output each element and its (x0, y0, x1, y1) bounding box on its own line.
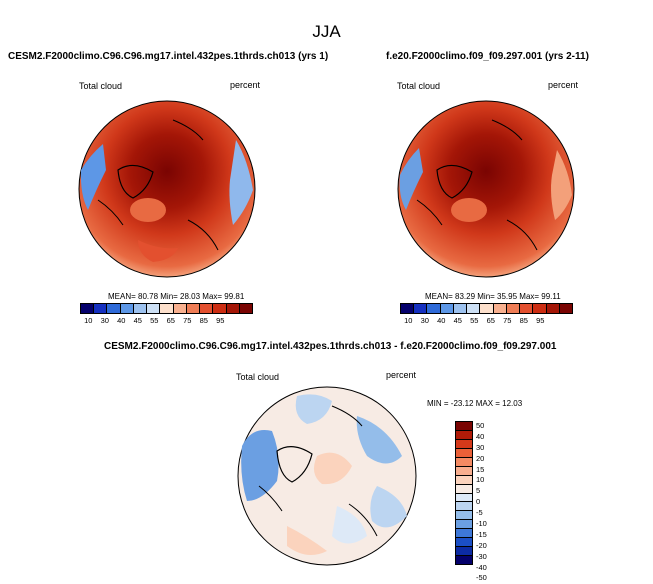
left-colorbar-swatch (120, 304, 134, 313)
left-panel-title: CESM2.F2000climo.C96.C96.mg17.intel.432p… (8, 51, 329, 62)
diff-colorbar-tick-label: 10 (476, 475, 485, 485)
right-colorbar-swatch (506, 304, 521, 313)
diff-colorbar-swatch (456, 547, 472, 557)
right-colorbar-swatch (467, 304, 481, 313)
left-colorbar-swatch (81, 304, 95, 313)
diff-colorbar-tick-label: -5 (476, 508, 483, 518)
right-polar-map (397, 100, 575, 278)
diff-colorbar-swatch (456, 475, 472, 485)
left-colorbar-tick-label: 75 (183, 316, 192, 325)
diff-colorbar-swatch (456, 538, 472, 548)
diff-colorbar-swatch (456, 529, 472, 539)
right-colorbar-tick-label: 85 (519, 316, 528, 325)
left-colorbar-swatch (213, 304, 227, 313)
left-colorbar-swatch (147, 304, 161, 313)
right-colorbar-tick-label: 75 (503, 316, 512, 325)
diff-colorbar-tick-label: -40 (476, 562, 487, 572)
diff-colorbar-tick-label: 0 (476, 497, 481, 507)
right-colorbar-swatch (401, 304, 415, 313)
diff-colorbar-tick-label: 30 (476, 442, 485, 452)
left-colorbar-swatch (186, 304, 201, 313)
right-colorbar-swatch (493, 304, 507, 313)
diff-colorbar-swatch (456, 484, 472, 494)
diff-colorbar-tick-label: -50 (476, 573, 487, 583)
right-colorbar-tick-label: 65 (486, 316, 495, 325)
left-colorbar-tick-label: 10 (84, 316, 93, 325)
left-colorbar (80, 303, 253, 314)
left-colorbar-tick-label: 40 (117, 316, 126, 325)
left-colorbar-swatch (133, 304, 148, 313)
left-variable-label: Total cloud (79, 81, 123, 91)
diff-colorbar-swatch (456, 430, 472, 440)
left-colorbar-tick-label: 65 (166, 316, 175, 325)
diff-colorbar-tick-label: 15 (476, 464, 485, 474)
right-colorbar-tick-label: 45 (453, 316, 462, 325)
right-colorbar-tick-label: 10 (404, 316, 413, 325)
diff-colorbar-swatch (456, 422, 472, 431)
left-colorbar-swatch (239, 304, 253, 313)
left-colorbar-swatch (160, 304, 174, 313)
right-colorbar-tick-label: 55 (470, 316, 479, 325)
right-variable-label: Total cloud (397, 81, 441, 91)
left-colorbar-ticks: 10 30 40 45 55 65 75 85 95 (80, 316, 255, 325)
right-colorbar-swatch (453, 304, 468, 313)
diff-polar-map (237, 386, 417, 566)
diff-colorbar-swatch (456, 520, 472, 530)
diff-colorbar-swatch (456, 556, 472, 564)
right-colorbar-swatch (440, 304, 454, 313)
left-colorbar-tick-label: 30 (100, 316, 109, 325)
left-units-label: percent (230, 80, 261, 90)
right-colorbar-swatch (414, 304, 428, 313)
right-colorbar-swatch (533, 304, 547, 313)
left-colorbar-swatch (173, 304, 187, 313)
right-colorbar-tick-label: 30 (420, 316, 429, 325)
left-polar-map (78, 100, 256, 278)
diff-colorbar-tick-label: -20 (476, 540, 487, 550)
left-colorbar-tick-label: 45 (133, 316, 142, 325)
diff-colorbar-swatch (456, 448, 472, 458)
right-colorbar-swatch (546, 304, 560, 313)
diff-stats: MIN = -23.12 MAX = 12.03 (427, 399, 523, 408)
right-colorbar-ticks: 10 30 40 45 55 65 75 85 95 (400, 316, 575, 325)
left-colorbar-swatch (94, 304, 108, 313)
diff-colorbar-swatch (456, 439, 472, 449)
diff-colorbar-tick-label: -10 (476, 519, 487, 529)
diff-colorbar-tick-label: 20 (476, 453, 485, 463)
left-colorbar-swatch (107, 304, 121, 313)
right-colorbar-swatch (480, 304, 494, 313)
diff-colorbar-tick-label: 50 (476, 421, 485, 430)
left-colorbar-swatch (200, 304, 214, 313)
diff-colorbar-ticks: 50 40 30 20 15 10 5 0 -5 -10 -15 -20 -30 -40 -50 (476, 421, 487, 584)
diff-colorbar-swatch (456, 502, 472, 512)
right-colorbar-tick-label: 40 (437, 316, 446, 325)
right-units-label: percent (548, 80, 579, 90)
right-panel-title: f.e20.F2000climo.f09_f09.297.001 (yrs 2-… (386, 51, 589, 62)
left-stats: MEAN= 80.78 Min= 28.03 Max= 99.81 (108, 292, 245, 301)
right-colorbar-swatch (559, 304, 573, 313)
right-colorbar (400, 303, 573, 314)
right-stats: MEAN= 83.29 Min= 35.95 Max= 99.11 (425, 292, 561, 301)
diff-panel-title: CESM2.F2000climo.C96.C96.mg17.intel.432p… (104, 341, 557, 352)
diff-units-label: percent (386, 370, 417, 380)
diff-colorbar-tick-label: 40 (476, 431, 485, 441)
diff-colorbar-tick-label: -15 (476, 529, 487, 539)
right-colorbar-swatch (427, 304, 441, 313)
season-title: JJA (312, 22, 341, 41)
diff-colorbar-swatch (456, 493, 472, 503)
right-colorbar-tick-label: 95 (536, 316, 545, 325)
left-colorbar-tick-label: 85 (199, 316, 208, 325)
diff-colorbar-swatch (456, 511, 472, 521)
diff-variable-label: Total cloud (236, 372, 280, 382)
left-colorbar-tick-label: 55 (150, 316, 159, 325)
diff-colorbar-swatch (456, 457, 472, 467)
diff-colorbar-swatch (456, 466, 472, 476)
left-colorbar-tick-label: 95 (216, 316, 225, 325)
diff-colorbar-tick-label: -30 (476, 551, 487, 561)
left-colorbar-swatch (226, 304, 240, 313)
diff-colorbar (455, 421, 473, 565)
right-colorbar-swatch (520, 304, 534, 313)
diff-colorbar-tick-label: 5 (476, 486, 481, 496)
